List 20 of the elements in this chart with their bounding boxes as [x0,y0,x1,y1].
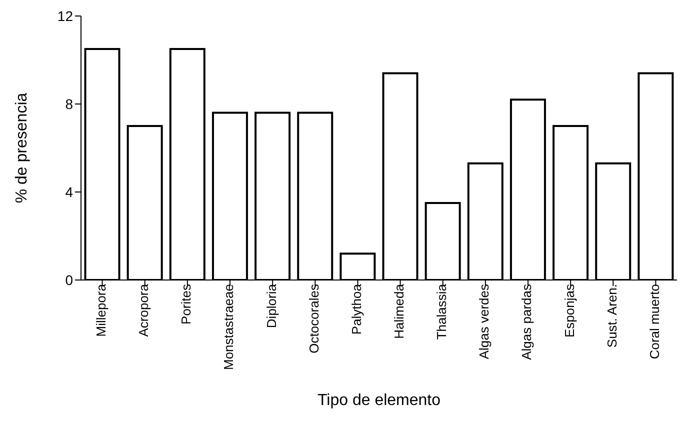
y-axis-title: % de presencia [14,92,31,204]
x-tick-label: Sust. Aren. [604,284,620,348]
x-tick-label: Halimeda [392,283,407,339]
y-tick-label: 4 [65,184,74,200]
y-tick-label: 12 [57,8,74,24]
x-tick-label: Esponjas [562,284,577,338]
y-tick-label: 0 [65,272,74,288]
x-tick-label: Octocorales [306,284,322,354]
y-tick-label: 8 [65,96,74,112]
x-tick-label: Millepora [94,283,109,337]
x-tick-label: Algas verdes [476,284,492,360]
x-tick-label: Coral muerto [646,284,662,360]
x-tick-label: Porites [178,284,194,324]
x-tick-label: Algas pardas [519,284,534,360]
x-axis-title: Tipo de elemento [317,392,441,409]
x-tick-label: Thalassia [434,283,450,340]
x-tick-label: Palythoa [348,283,364,335]
x-tick-label: Monstastraeae [221,284,236,370]
x-tick-label: Diploria [264,283,279,328]
x-tick-label: Acropora [136,283,152,337]
